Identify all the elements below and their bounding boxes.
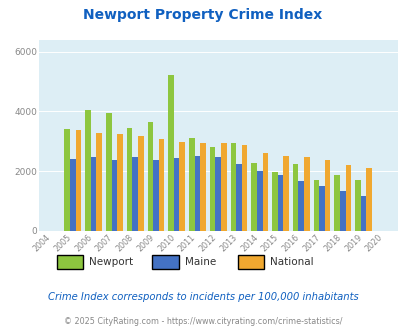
Bar (241, 145, 247, 231)
Bar (339, 191, 345, 231)
Bar (64, 129, 70, 231)
Bar (126, 128, 132, 231)
Bar (262, 153, 268, 231)
Bar (147, 122, 153, 231)
Bar (236, 164, 241, 231)
Bar (209, 147, 215, 231)
Bar (75, 130, 81, 231)
Bar (96, 133, 102, 231)
Bar (277, 175, 283, 231)
Bar (200, 143, 205, 231)
Bar (365, 168, 371, 231)
Bar (292, 164, 298, 231)
Bar (189, 138, 194, 231)
Bar (85, 110, 91, 231)
Bar (194, 156, 200, 231)
Bar (179, 142, 185, 231)
Bar (334, 175, 339, 231)
Bar (158, 140, 164, 231)
Bar (360, 196, 365, 231)
Bar (298, 181, 303, 231)
Bar (256, 171, 262, 231)
Bar (271, 172, 277, 231)
Bar (132, 157, 138, 231)
Bar (111, 159, 117, 231)
Text: Crime Index corresponds to incidents per 100,000 inhabitants: Crime Index corresponds to incidents per… (47, 292, 358, 302)
Bar (220, 143, 226, 231)
Bar (91, 157, 96, 231)
Bar (173, 158, 179, 231)
Bar (168, 76, 173, 231)
Bar (354, 180, 360, 231)
Bar (251, 163, 256, 231)
Text: Newport: Newport (89, 257, 133, 267)
Bar (70, 159, 75, 231)
Bar (324, 160, 330, 231)
Text: © 2025 CityRating.com - https://www.cityrating.com/crime-statistics/: © 2025 CityRating.com - https://www.city… (64, 317, 341, 326)
Bar (230, 143, 236, 231)
Bar (215, 157, 220, 231)
Bar (318, 186, 324, 231)
Bar (313, 180, 318, 231)
Bar (117, 134, 122, 231)
Bar (138, 136, 143, 231)
Text: National: National (269, 257, 313, 267)
Bar (345, 165, 350, 231)
Bar (283, 156, 288, 231)
Bar (153, 160, 158, 231)
Text: Newport Property Crime Index: Newport Property Crime Index (83, 8, 322, 22)
Bar (106, 113, 111, 231)
Bar (303, 157, 309, 231)
Text: Maine: Maine (184, 257, 215, 267)
